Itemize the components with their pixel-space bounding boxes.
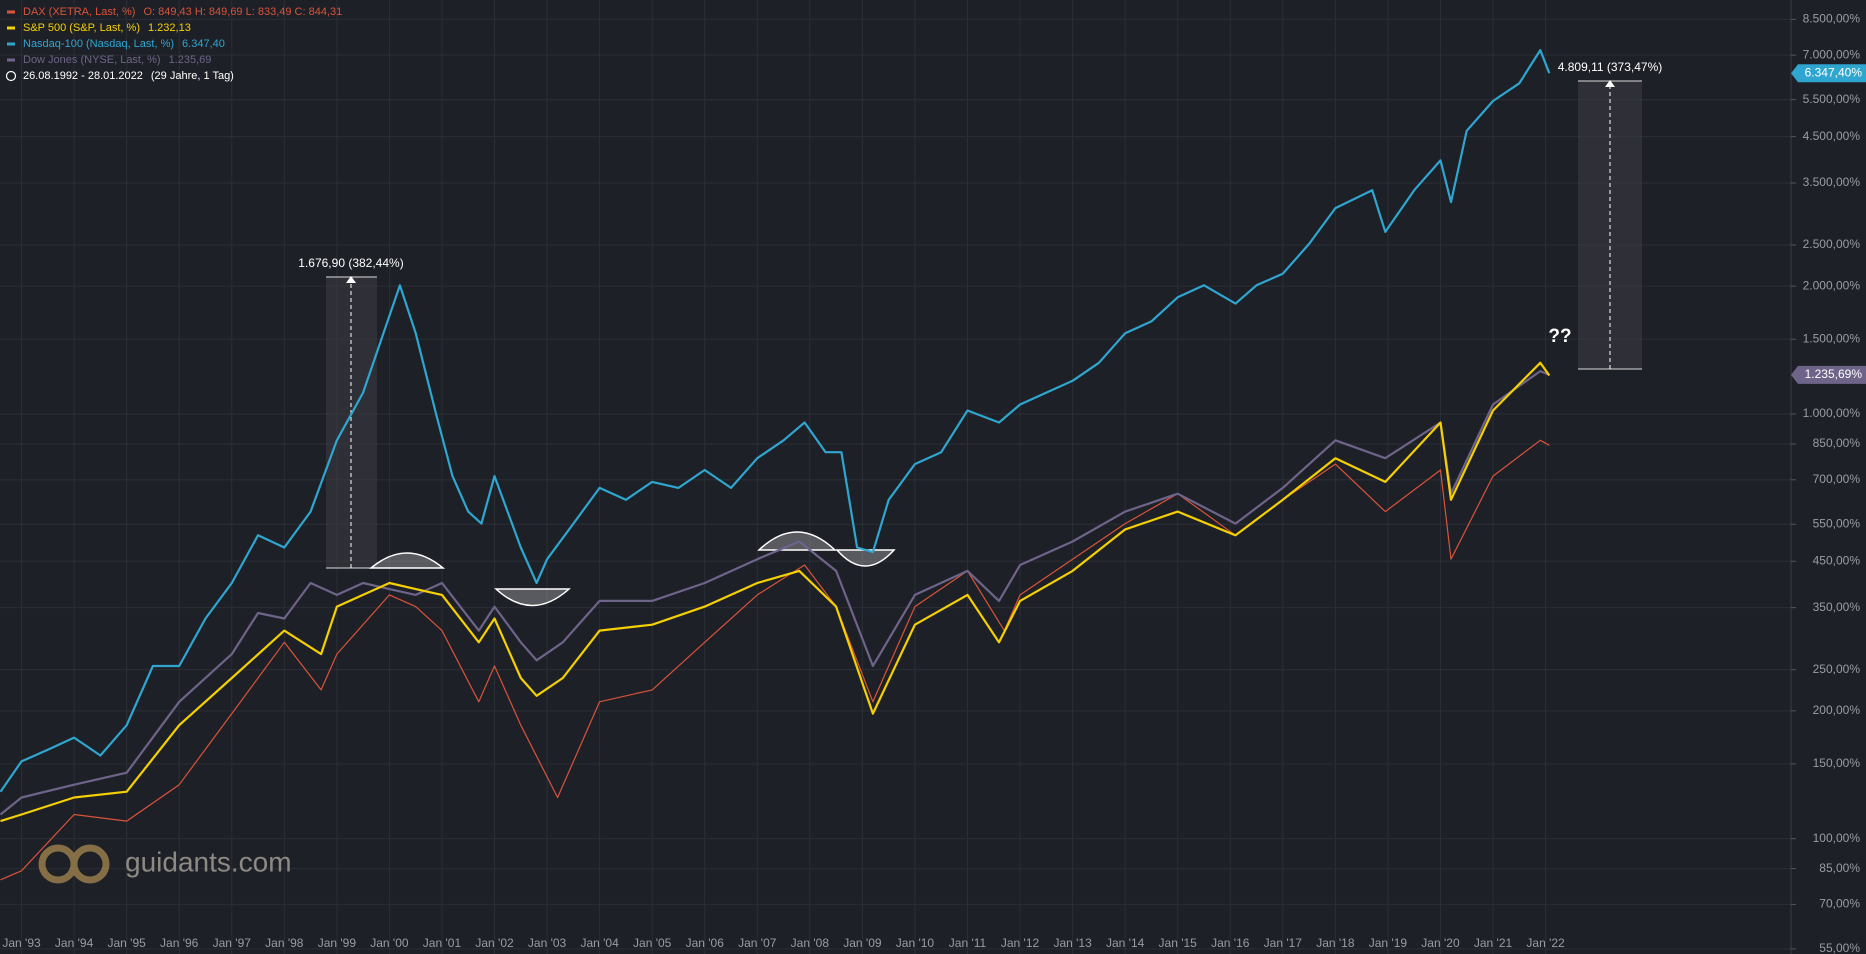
legend-label: DAX (XETRA, Last, %)	[23, 6, 135, 18]
legend-swatch	[7, 42, 15, 46]
axes: Jan '93 Jan '94 Jan '95 Jan '96 Jan '97 Jan '…	[2, 12, 1866, 954]
annotation: ??	[1548, 326, 1571, 347]
period-note: (29 Jahre, 1 Tag)	[151, 70, 234, 82]
x-tick-label: Jan '14	[1106, 936, 1145, 950]
bottom-arc	[494, 588, 571, 607]
y-tick-label: 2.000,00%	[1803, 278, 1861, 292]
series-line	[0, 439, 1550, 881]
legend-value: 1.232,13	[148, 22, 191, 34]
axis-tag-bg	[1791, 64, 1866, 83]
y-tick-label: 1.500,00%	[1803, 331, 1861, 345]
y-tick-label: 85,00%	[1819, 861, 1860, 875]
x-tick-label: Jan '97	[213, 936, 252, 950]
x-tick-label: Jan '10	[896, 936, 935, 950]
y-axis-area	[1791, 0, 1866, 954]
axis-tag-bg	[1791, 365, 1866, 384]
legend-label: S&P 500 (S&P, Last, %)	[23, 22, 140, 34]
legend-value: O: 849,43 H: 849,69 L: 833,49 C: 844,31	[143, 6, 342, 18]
legend-label: Dow Jones (NYSE, Last, %)	[23, 54, 161, 66]
x-tick-label: Jan '06	[686, 936, 725, 950]
legend-swatch	[7, 58, 15, 62]
x-tick-label: Jan '11	[949, 936, 987, 950]
x-tick-label: Jan '99	[318, 936, 357, 950]
y-tick-label: 55,00%	[1819, 941, 1860, 954]
x-tick-label: Jan '07	[738, 936, 777, 950]
legend-swatch	[7, 26, 15, 30]
x-tick-label: Jan '96	[160, 936, 199, 950]
watermark: guidants.com	[125, 846, 292, 877]
y-tick-label: 5.500,00%	[1803, 92, 1861, 106]
top-arc	[757, 531, 837, 551]
y-tick-label: 150,00%	[1813, 756, 1861, 770]
y-tick-label: 550,00%	[1813, 516, 1861, 530]
x-tick-label: Jan '20	[1421, 936, 1460, 950]
x-tick-label: Jan '93	[2, 936, 41, 950]
x-tick-label: Jan '95	[107, 936, 146, 950]
clock-icon	[5, 70, 17, 82]
x-tick-label: Jan '98	[265, 936, 304, 950]
legend-entry: Dow Jones (NYSE, Last, %) 1.235,69	[23, 54, 211, 66]
y-tick-label: 450,00%	[1813, 553, 1861, 567]
legend: DAX (XETRA, Last, %) O: 849,43 H: 849,69 …	[5, 6, 342, 82]
x-tick-label: Jan '17	[1264, 936, 1303, 950]
y-tick-label: 7.000,00%	[1803, 47, 1861, 61]
x-tick-label: Jan '21	[1474, 936, 1513, 950]
x-tick-label: Jan '16	[1211, 936, 1250, 950]
x-tick-label: Jan '00	[370, 936, 409, 950]
legend-entry: DAX (XETRA, Last, %) O: 849,43 H: 849,69 …	[23, 6, 342, 18]
y-tick-label: 70,00%	[1819, 897, 1860, 911]
y-tick-label: 4.500,00%	[1803, 129, 1861, 143]
arrow-head	[346, 276, 356, 283]
period: 26.08.1992 - 28.01.2022	[23, 70, 143, 82]
y-tick-label: 350,00%	[1813, 600, 1861, 614]
legend-entry: Nasdaq-100 (Nasdaq, Last, %) 6.347,40	[23, 38, 225, 50]
legend-label: Nasdaq-100 (Nasdaq, Last, %)	[23, 38, 174, 50]
legend-swatch	[7, 10, 15, 14]
y-tick-label: 850,00%	[1813, 436, 1861, 450]
axis-tag: 6.347,40%	[1805, 65, 1863, 79]
measure-box	[326, 277, 377, 568]
x-tick-label: Jan '12	[1001, 936, 1040, 950]
x-tick-label: Jan '01	[423, 936, 462, 950]
legend-value: 1.235,69	[169, 54, 212, 66]
bottom-arc	[835, 549, 896, 567]
x-tick-label: Jan '08	[791, 936, 830, 950]
watermark-logo	[38, 844, 110, 884]
period: 26.08.1992 - 28.01.2022 (29 Jahre, 1 Tag)	[23, 70, 234, 82]
series-line	[0, 370, 1550, 816]
x-tick-label: Jan '13	[1053, 936, 1092, 950]
x-tick-label: Jan '94	[55, 936, 94, 950]
y-tick-label: 3.500,00%	[1803, 175, 1861, 189]
axis-tag: 1.235,69%	[1805, 367, 1863, 381]
y-tick-label: 100,00%	[1813, 831, 1861, 845]
x-tick-label: Jan '15	[1159, 936, 1198, 950]
top-arc	[368, 552, 446, 569]
series-line	[0, 49, 1551, 793]
annotation: 1.676,90 (382,44%)	[298, 256, 403, 270]
y-tick-label: 2.500,00%	[1803, 237, 1861, 251]
x-tick-label: Jan '19	[1369, 936, 1408, 950]
x-tick-label: Jan '05	[633, 936, 672, 950]
y-tick-label: 200,00%	[1813, 703, 1861, 717]
series-lines	[0, 49, 1551, 881]
x-tick-label: Jan '18	[1316, 936, 1355, 950]
legend-entry: S&P 500 (S&P, Last, %) 1.232,13	[23, 22, 191, 34]
x-tick-label: Jan '02	[475, 936, 514, 950]
x-tick-label: Jan '22	[1526, 936, 1565, 950]
annotation: 4.809,11 (373,47%)	[1558, 60, 1663, 74]
legend-value: 6.347,40	[182, 38, 225, 50]
y-tick-label: 8.500,00%	[1803, 12, 1861, 26]
y-tick-label: 250,00%	[1813, 662, 1861, 676]
x-tick-label: Jan '04	[580, 936, 619, 950]
arrow-head	[1605, 80, 1615, 87]
x-tick-label: Jan '09	[843, 936, 882, 950]
x-tick-label: Jan '03	[528, 936, 567, 950]
series-line	[0, 361, 1551, 823]
y-tick-label: 1.000,00%	[1803, 406, 1861, 420]
y-tick-label: 700,00%	[1813, 472, 1861, 486]
